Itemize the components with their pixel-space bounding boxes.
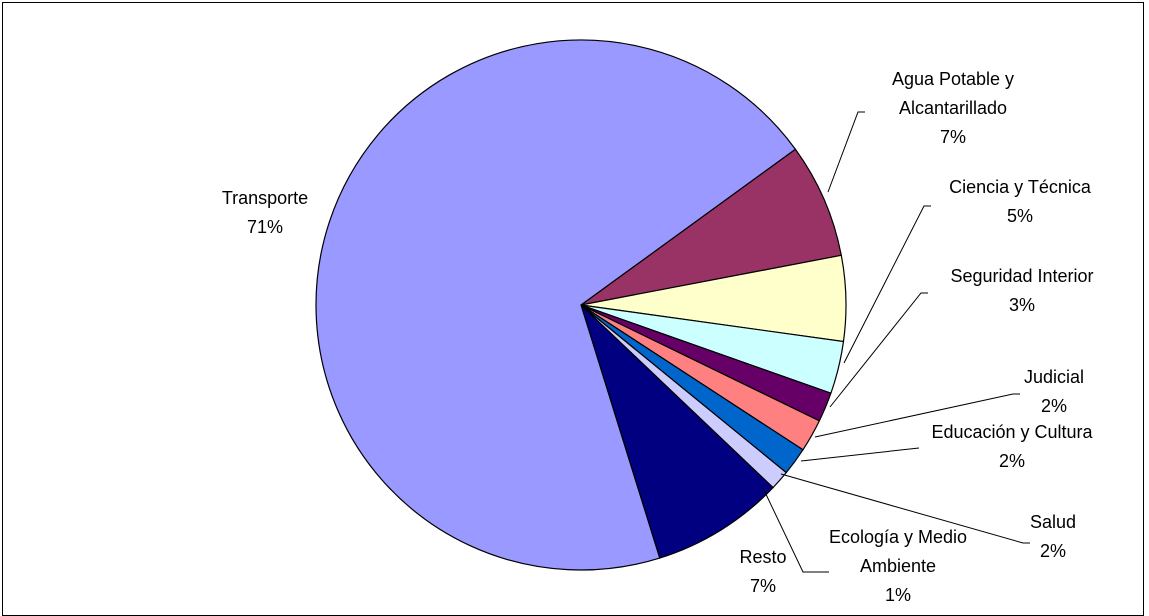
slice-percent-label: 7% [940,127,966,147]
slice-label: Judicial 2% [1024,367,1084,416]
slice-name-label: Alcantarillado [899,98,1007,118]
slice-percent-label: 7% [750,576,776,596]
slice-label: Educación y Cultura 2% [931,422,1093,471]
slice-label: Ecología y Medio Ambiente 1% [829,527,967,605]
slice-name-label: Transporte [222,188,308,208]
slice-percent-label: 1% [885,585,911,605]
slice-percent-label: 2% [1040,541,1066,561]
pie-slice-transporte [315,39,797,571]
slice-percent-label: 71% [247,217,283,237]
slice-name-label: Ambiente [860,556,936,576]
leader-line [827,111,865,193]
slice-label: Seguridad Interior 3% [950,266,1093,315]
leader-line [829,292,928,408]
slice-name-label: Judicial [1024,367,1084,387]
pie-slice-resto [579,302,774,559]
pie-slices [315,39,847,571]
slice-name-label: Educación y Cultura [931,422,1093,442]
slice-label: Salud 2% [1030,512,1076,561]
slice-label: Transporte 71% [222,188,308,237]
leader-lines [762,111,1030,573]
slice-name-label: Ciencia y Técnica [949,177,1092,197]
slice-percent-label: 2% [1041,396,1067,416]
slice-name-label: Resto [739,547,786,567]
slice-name-label: Salud [1030,512,1076,532]
leader-line [843,205,931,364]
pie-slice-agua-potable-y-alcantarillado [580,148,843,306]
pie-chart: Agua Potable y Alcantarillado 7% Ciencia y … [222,39,1094,605]
slice-name-label: Seguridad Interior [950,266,1093,286]
slice-label: Agua Potable y Alcantarillado 7% [892,69,1014,147]
leader-line [762,487,829,573]
slice-percent-label: 5% [1007,206,1033,226]
slice-name-label: Agua Potable y [892,69,1014,89]
slice-percent-label: 2% [999,451,1025,471]
slice-labels: Agua Potable y Alcantarillado 7% Ciencia y … [222,69,1094,605]
slice-label: Resto 7% [739,547,786,596]
leader-line [780,473,1030,544]
slice-label: Ciencia y Técnica 5% [949,177,1092,226]
slice-percent-label: 3% [1009,295,1035,315]
leader-line [814,393,1020,438]
slice-name-label: Ecología y Medio [829,527,967,547]
leader-line [800,447,920,462]
